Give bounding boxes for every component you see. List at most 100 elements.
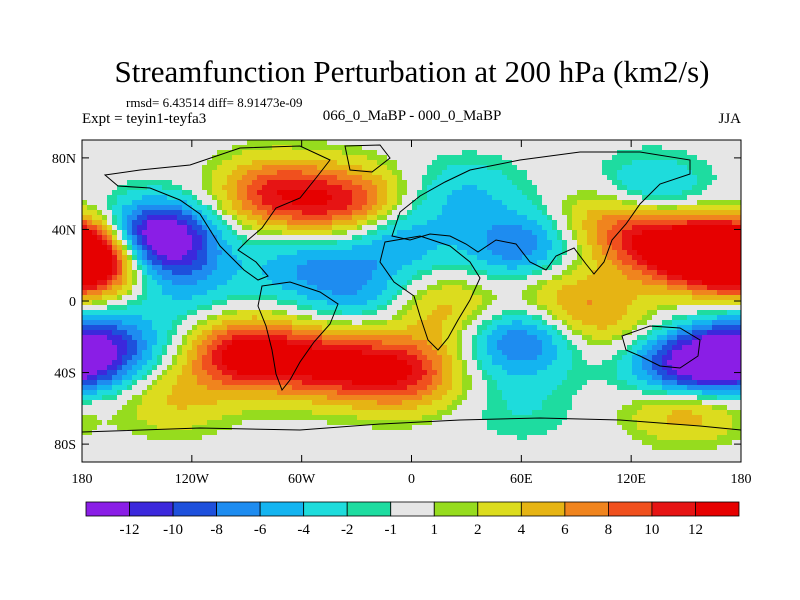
- heatmap-cell: [507, 260, 513, 266]
- heatmap-cell: [667, 290, 673, 296]
- heatmap-cell: [612, 290, 618, 296]
- heatmap-cell: [652, 140, 658, 146]
- heatmap-cell: [322, 235, 328, 241]
- heatmap-cell: [217, 210, 223, 216]
- heatmap-cell: [262, 140, 268, 146]
- heatmap-cell: [327, 180, 333, 186]
- heatmap-cell: [252, 240, 258, 246]
- heatmap-cell: [182, 185, 188, 191]
- heatmap-cell: [432, 265, 438, 271]
- heatmap-cell: [482, 155, 488, 161]
- heatmap-cell: [677, 185, 683, 191]
- heatmap-cell: [677, 210, 683, 216]
- heatmap-cell: [612, 280, 618, 286]
- heatmap-cell: [247, 285, 253, 291]
- heatmap-cell: [732, 150, 738, 156]
- heatmap-cell: [82, 250, 88, 256]
- heatmap-cell: [377, 245, 383, 251]
- heatmap-cell: [512, 185, 518, 191]
- heatmap-cell: [97, 270, 103, 276]
- heatmap-cell: [572, 320, 578, 326]
- heatmap-cell: [242, 165, 248, 171]
- heatmap-cell: [647, 230, 653, 236]
- heatmap-cell: [107, 145, 113, 151]
- heatmap-cell: [662, 310, 668, 316]
- heatmap-cell: [277, 280, 283, 286]
- heatmap-cell: [392, 165, 398, 171]
- heatmap-cell: [447, 155, 453, 161]
- heatmap-cell: [482, 140, 488, 146]
- heatmap-cell: [317, 185, 323, 191]
- heatmap-cell: [712, 195, 718, 201]
- heatmap-cell: [282, 155, 288, 161]
- heatmap-cell: [182, 265, 188, 271]
- heatmap-cell: [422, 205, 428, 211]
- heatmap-cell: [117, 140, 123, 146]
- heatmap-cell: [117, 185, 123, 191]
- heatmap-cell: [517, 260, 523, 266]
- heatmap-cell: [362, 180, 368, 186]
- heatmap-cell: [397, 190, 403, 196]
- heatmap-cell: [217, 175, 223, 181]
- heatmap-cell: [477, 175, 483, 181]
- heatmap-cell: [347, 310, 353, 316]
- heatmap-cell: [142, 255, 148, 261]
- heatmap-cell: [332, 295, 338, 301]
- heatmap-cell: [292, 225, 298, 231]
- heatmap-cell: [662, 255, 668, 261]
- heatmap-cell: [282, 165, 288, 171]
- heatmap-cell: [377, 235, 383, 241]
- heatmap-cell: [252, 185, 258, 191]
- heatmap-cell: [317, 155, 323, 161]
- heatmap-cell: [512, 245, 518, 251]
- heatmap-cell: [472, 205, 478, 211]
- heatmap-cell: [612, 300, 618, 306]
- heatmap-cell: [102, 280, 108, 286]
- heatmap-cell: [267, 220, 273, 226]
- heatmap-cell: [547, 315, 553, 321]
- heatmap-cell: [387, 250, 393, 256]
- heatmap-cell: [157, 245, 163, 251]
- heatmap-cell: [107, 220, 113, 226]
- heatmap-cell: [432, 160, 438, 166]
- heatmap-cell: [737, 255, 741, 261]
- heatmap-cell: [587, 160, 593, 166]
- heatmap-cell: [262, 185, 268, 191]
- heatmap-cell: [342, 300, 348, 306]
- heatmap-cell: [462, 160, 468, 166]
- heatmap-cell: [142, 325, 148, 331]
- heatmap-cell: [332, 285, 338, 291]
- heatmap-cell: [222, 220, 228, 226]
- heatmap-cell: [447, 265, 453, 271]
- heatmap-cell: [697, 285, 703, 291]
- heatmap-cell: [637, 285, 643, 291]
- heatmap-cell: [177, 250, 183, 256]
- heatmap-cell: [532, 170, 538, 176]
- heatmap-cell: [527, 205, 533, 211]
- heatmap-cell: [457, 265, 463, 271]
- heatmap-cell: [497, 320, 503, 326]
- heatmap-cell: [252, 190, 258, 196]
- heatmap-cell: [322, 315, 328, 321]
- heatmap-cell: [572, 185, 578, 191]
- heatmap-cell: [172, 225, 178, 231]
- heatmap-cell: [452, 320, 458, 326]
- heatmap-cell: [287, 250, 293, 256]
- heatmap-cell: [587, 145, 593, 151]
- heatmap-cell: [467, 280, 473, 286]
- heatmap-cell: [672, 285, 678, 291]
- heatmap-cell: [87, 200, 93, 206]
- heatmap-cell: [157, 200, 163, 206]
- heatmap-cell: [262, 230, 268, 236]
- heatmap-cell: [282, 225, 288, 231]
- heatmap-cell: [677, 230, 683, 236]
- heatmap-cell: [302, 310, 308, 316]
- heatmap-cell: [292, 290, 298, 296]
- heatmap-cell: [117, 200, 123, 206]
- heatmap-cell: [142, 250, 148, 256]
- heatmap-cell: [692, 300, 698, 306]
- heatmap-cell: [332, 225, 338, 231]
- heatmap-cell: [677, 195, 683, 201]
- heatmap-cell: [302, 320, 308, 326]
- heatmap-cell: [372, 175, 378, 181]
